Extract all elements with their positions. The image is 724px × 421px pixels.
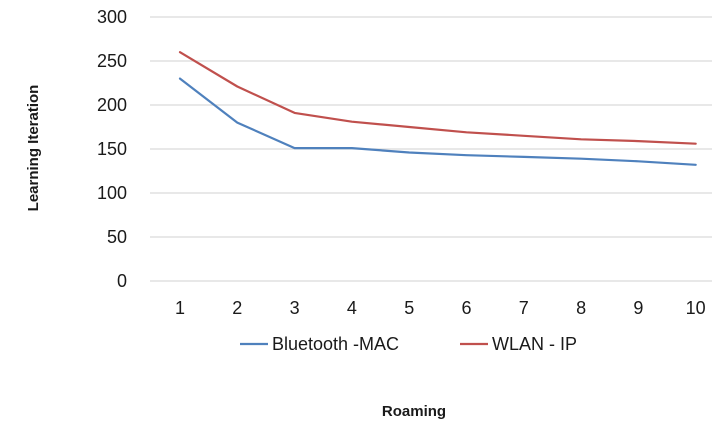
legend: Bluetooth -MAC WLAN - IP bbox=[240, 334, 577, 354]
y-axis-title: Learning Iteration bbox=[25, 85, 42, 212]
series-line-wlan-ip bbox=[178, 51, 697, 145]
x-axis-title: Roaming bbox=[382, 403, 446, 420]
x-axis-tick-labels: 1 2 3 4 5 6 7 8 9 10 bbox=[175, 298, 706, 318]
x-tick-label: 2 bbox=[232, 298, 242, 318]
series-line-bluetooth-mac bbox=[178, 77, 697, 166]
x-tick-label: 9 bbox=[633, 298, 643, 318]
x-tick-label: 4 bbox=[347, 298, 357, 318]
y-axis-tick-labels: 0 50 100 150 200 250 300 bbox=[97, 7, 127, 291]
x-tick-label: 7 bbox=[519, 298, 529, 318]
x-tick-label: 3 bbox=[290, 298, 300, 318]
y-tick-label: 200 bbox=[97, 95, 127, 115]
y-tick-label: 0 bbox=[117, 271, 127, 291]
y-tick-label: 250 bbox=[97, 51, 127, 71]
x-tick-label: 10 bbox=[686, 298, 706, 318]
x-tick-label: 8 bbox=[576, 298, 586, 318]
gridlines bbox=[150, 16, 712, 282]
y-tick-label: 100 bbox=[97, 183, 127, 203]
y-tick-label: 50 bbox=[107, 227, 127, 247]
data-series bbox=[178, 51, 697, 166]
y-tick-label: 150 bbox=[97, 139, 127, 159]
x-tick-label: 6 bbox=[461, 298, 471, 318]
y-tick-label: 300 bbox=[97, 7, 127, 27]
x-tick-label: 5 bbox=[404, 298, 414, 318]
legend-label-bluetooth-mac: Bluetooth -MAC bbox=[272, 334, 399, 354]
legend-label-wlan-ip: WLAN - IP bbox=[492, 334, 577, 354]
x-tick-label: 1 bbox=[175, 298, 185, 318]
